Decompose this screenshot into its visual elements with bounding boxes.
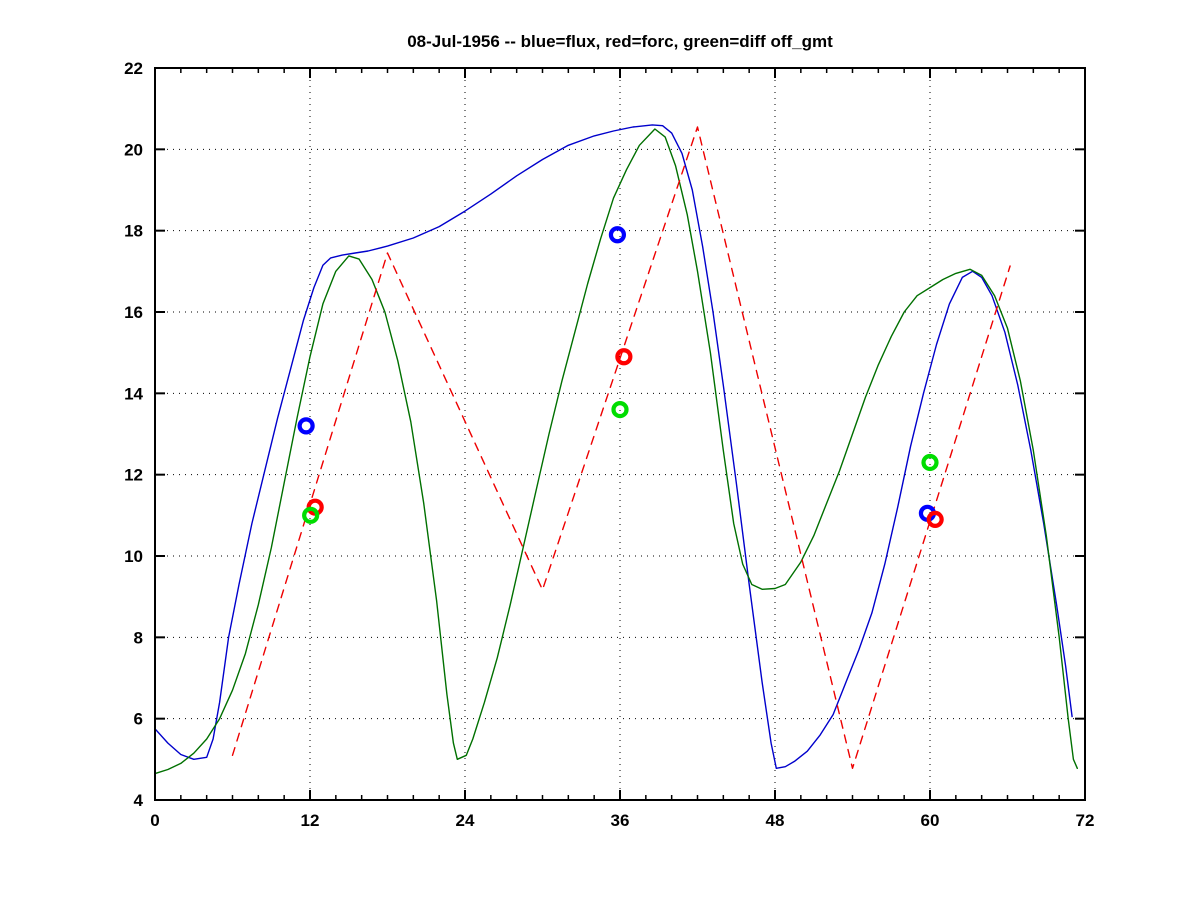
y-tick-label: 10 [124,547,143,566]
y-tick-label: 6 [134,710,143,729]
y-tick-label: 14 [124,384,143,403]
forc-obs-marker [615,348,633,366]
x-tick-label: 0 [150,811,159,830]
y-tick-label: 16 [124,303,143,322]
diff-obs-marker [611,401,629,419]
forc-obs-marker [926,510,944,529]
y-tick-label: 4 [134,791,144,810]
x-tick-label: 12 [301,811,320,830]
flux-obs-marker [608,226,627,244]
y-tick-label: 22 [124,59,143,78]
flux-obs-marker [297,417,315,435]
y-tick-label: 20 [124,140,143,159]
y-tick-label: 12 [124,466,143,485]
chart-title: 08-Jul-1956 -- blue=flux, red=forc, gree… [407,32,833,51]
diff-obs-marker [921,453,939,472]
x-tick-label: 48 [766,811,785,830]
y-tick-label: 8 [134,628,143,647]
forc-line [231,126,1011,769]
diff-obs-marker [302,506,320,524]
x-tick-label: 72 [1076,811,1095,830]
x-tick-label: 60 [921,811,940,830]
diff-line [154,128,1078,775]
x-tick-label: 36 [611,811,630,830]
y-tick-label: 18 [124,222,143,241]
flux-line [154,124,1073,769]
x-tick-label: 24 [456,811,475,830]
